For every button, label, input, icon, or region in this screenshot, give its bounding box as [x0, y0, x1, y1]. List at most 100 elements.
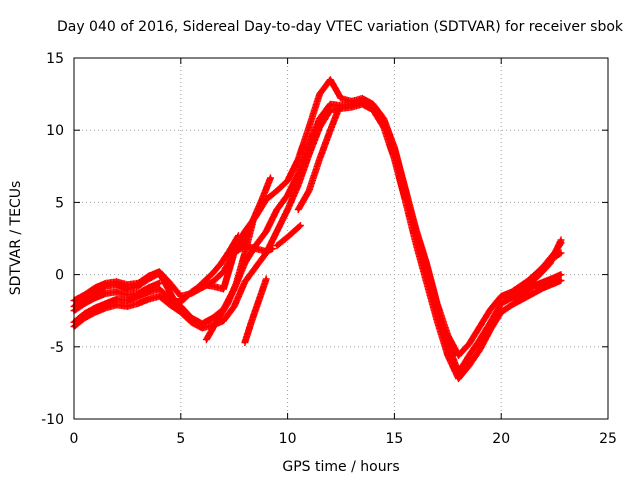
data-point	[239, 244, 243, 248]
data-point	[264, 277, 268, 281]
data-point	[328, 108, 332, 112]
data-point	[318, 125, 322, 129]
x-tick-label: 25	[599, 431, 617, 447]
data-point	[318, 157, 322, 161]
data-point	[200, 326, 204, 330]
data-point	[211, 280, 215, 284]
data-point	[219, 261, 223, 265]
data-point	[478, 348, 482, 352]
data-point	[328, 78, 332, 82]
data-point	[136, 281, 140, 285]
data-point	[296, 172, 300, 176]
data-point	[382, 117, 386, 121]
data-point	[243, 280, 247, 284]
data-point	[226, 301, 230, 305]
data-point	[298, 224, 302, 228]
data-point	[136, 291, 140, 295]
data-point	[192, 290, 196, 294]
data-point	[559, 238, 563, 242]
data-point	[260, 198, 264, 202]
data-point	[222, 287, 226, 291]
data-point	[307, 143, 311, 147]
data-point	[264, 251, 268, 255]
data-point	[104, 306, 108, 310]
data-point	[83, 293, 87, 297]
data-point	[232, 251, 236, 255]
data-point	[189, 320, 193, 324]
data-point	[489, 307, 493, 311]
data-point	[512, 288, 516, 292]
data-point	[115, 280, 119, 284]
data-point	[115, 297, 119, 301]
data-point	[403, 186, 407, 190]
series-arc-3	[70, 100, 565, 383]
data-point	[179, 294, 183, 298]
data-point	[467, 353, 471, 357]
data-point	[318, 92, 322, 96]
data-point	[157, 294, 161, 298]
data-point	[286, 193, 290, 197]
data-point	[83, 301, 87, 305]
data-point	[489, 327, 493, 331]
data-point	[232, 304, 236, 308]
data-point	[269, 176, 273, 180]
data-point	[392, 146, 396, 150]
data-point	[521, 297, 525, 301]
x-tick-label: 20	[492, 431, 510, 447]
grid	[74, 58, 608, 419]
data-point	[249, 320, 253, 324]
data-point	[286, 179, 290, 183]
data-point	[211, 316, 215, 320]
data-point	[104, 301, 108, 305]
series-arc-10	[273, 222, 304, 250]
data-point	[510, 303, 514, 307]
y-tick-label: 5	[55, 195, 64, 211]
data-point	[93, 296, 97, 300]
data-point	[337, 107, 341, 111]
data-point	[350, 99, 354, 103]
data-point	[222, 319, 226, 323]
data-point	[215, 319, 219, 323]
data-point	[275, 189, 279, 193]
data-point	[456, 377, 460, 381]
data-point	[542, 280, 546, 284]
data-point	[125, 283, 129, 287]
data-point	[548, 258, 552, 262]
data-point	[125, 304, 129, 308]
data-point	[168, 297, 172, 301]
data-point	[512, 296, 516, 300]
series-markers	[237, 174, 274, 250]
data-point	[371, 102, 375, 106]
data-point	[339, 96, 343, 100]
data-point	[189, 291, 193, 295]
y-tick-label: 10	[46, 123, 64, 139]
data-point	[467, 342, 471, 346]
x-tick-label: 10	[279, 431, 297, 447]
data-point	[157, 270, 161, 274]
x-tick-label: 5	[176, 431, 185, 447]
data-point	[93, 286, 97, 290]
data-point	[104, 281, 108, 285]
y-tick-label: 15	[46, 51, 64, 67]
data-point	[360, 96, 364, 100]
data-point	[115, 290, 119, 294]
data-point	[467, 364, 471, 368]
data-point	[559, 273, 563, 277]
data-point	[204, 338, 208, 342]
data-point	[286, 235, 290, 239]
data-point	[275, 244, 279, 248]
data-point	[200, 281, 204, 285]
data-point	[296, 208, 300, 212]
data-point	[147, 297, 151, 301]
data-point	[559, 251, 563, 255]
data-point	[499, 301, 503, 305]
data-point	[275, 229, 279, 233]
data-point	[157, 287, 161, 291]
data-point	[236, 234, 240, 238]
data-point	[478, 338, 482, 342]
data-point	[258, 296, 262, 300]
data-point	[264, 229, 268, 233]
data-point	[222, 270, 226, 274]
series-arc-8	[237, 174, 274, 250]
data-point	[435, 301, 439, 305]
